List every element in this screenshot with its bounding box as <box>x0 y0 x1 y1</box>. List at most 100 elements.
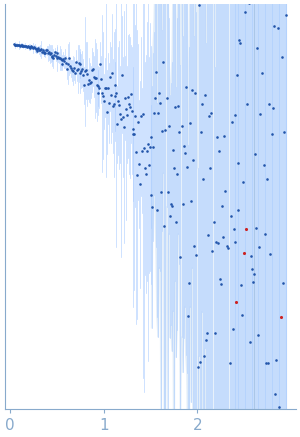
Point <box>219 280 224 287</box>
Point <box>220 203 224 210</box>
Point <box>247 0 251 7</box>
Point <box>266 360 271 367</box>
Point <box>245 100 250 107</box>
Point <box>241 249 246 256</box>
Point <box>154 69 158 76</box>
Point <box>72 69 77 76</box>
Point <box>109 70 114 77</box>
Point <box>202 91 207 98</box>
Point <box>141 110 146 117</box>
Point <box>223 187 228 194</box>
Point <box>125 93 130 100</box>
Point <box>64 60 69 67</box>
Point <box>66 60 70 67</box>
Point <box>202 353 206 360</box>
Point <box>270 421 275 428</box>
Point <box>154 207 159 214</box>
Point <box>65 65 70 72</box>
Point <box>150 144 155 151</box>
Point <box>105 108 110 115</box>
Point <box>226 245 231 252</box>
Point <box>275 24 280 31</box>
Point <box>187 279 191 286</box>
Point <box>30 44 34 51</box>
Point <box>204 336 208 343</box>
Point <box>217 147 221 154</box>
Point <box>184 164 189 171</box>
Point <box>138 181 142 188</box>
Point <box>176 103 181 110</box>
Point <box>51 55 56 62</box>
Point <box>166 122 171 129</box>
Point <box>11 41 16 48</box>
Point <box>107 73 112 80</box>
Point <box>195 363 200 370</box>
Point <box>76 60 81 67</box>
Point <box>180 201 185 208</box>
Point <box>45 47 50 54</box>
Point <box>210 247 215 254</box>
Point <box>274 357 278 364</box>
Point <box>96 89 101 96</box>
Point <box>70 67 75 74</box>
Point <box>238 281 243 288</box>
Point <box>87 76 92 83</box>
Point <box>148 133 153 140</box>
Point <box>98 61 103 68</box>
Point <box>38 47 43 54</box>
Point <box>41 50 46 57</box>
Point <box>163 126 168 133</box>
Point <box>164 94 169 101</box>
Point <box>121 113 125 120</box>
Point <box>215 239 220 246</box>
Point <box>15 42 20 49</box>
Point <box>132 131 137 138</box>
Point <box>58 56 63 63</box>
Point <box>32 45 37 52</box>
Point <box>142 144 146 151</box>
Point <box>55 53 60 60</box>
Point <box>49 52 54 59</box>
Point <box>126 100 131 107</box>
Point <box>70 67 74 74</box>
Point <box>33 46 38 53</box>
Point <box>19 42 24 49</box>
Point <box>61 56 66 63</box>
Point <box>54 55 59 62</box>
Point <box>137 161 142 168</box>
Point <box>273 390 278 397</box>
Point <box>115 121 120 128</box>
Point <box>36 45 41 52</box>
Point <box>254 225 258 232</box>
Point <box>208 164 213 171</box>
Point <box>145 141 150 148</box>
Point <box>48 50 53 57</box>
Point <box>92 75 97 82</box>
Point <box>26 43 31 50</box>
Point <box>22 42 27 49</box>
Point <box>60 60 65 67</box>
Point <box>63 55 68 62</box>
Point <box>131 125 136 132</box>
Point <box>75 66 80 73</box>
Point <box>254 44 259 51</box>
Point <box>193 90 198 97</box>
Point <box>183 83 188 90</box>
Point <box>20 42 25 49</box>
Point <box>117 101 122 108</box>
Point <box>146 161 151 168</box>
Point <box>221 234 226 241</box>
Point <box>57 55 62 62</box>
Point <box>103 85 108 92</box>
Point <box>248 252 253 259</box>
Point <box>90 66 95 73</box>
Point <box>174 219 178 226</box>
Point <box>232 238 237 245</box>
Point <box>85 80 90 87</box>
Point <box>54 50 59 57</box>
Point <box>52 49 57 55</box>
Point <box>149 203 154 210</box>
Point <box>14 41 19 48</box>
Point <box>185 312 190 319</box>
Point <box>147 143 152 150</box>
